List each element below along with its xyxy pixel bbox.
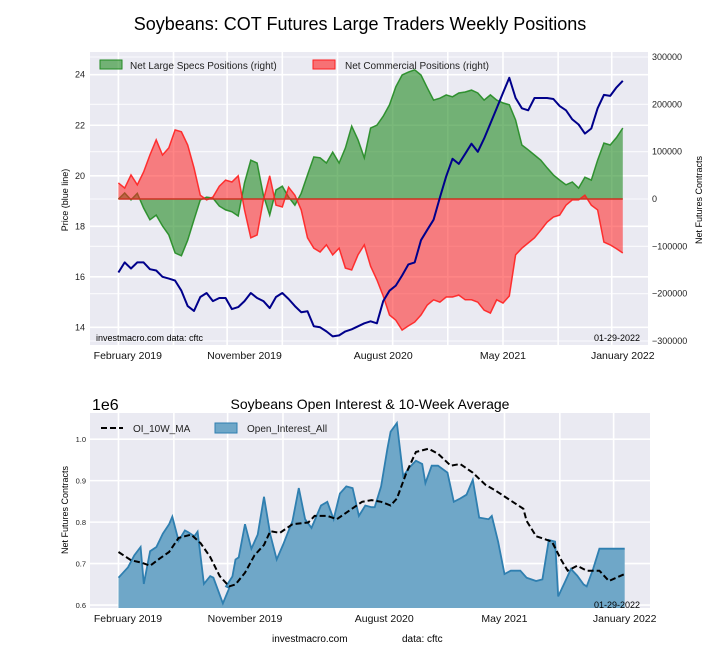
- offset-label: 1e6: [92, 397, 119, 414]
- right-tick-label: −300000: [652, 336, 687, 346]
- left-tick-label: 14: [75, 322, 85, 332]
- y-tick-label: 0.8: [76, 518, 86, 527]
- position-areas: [117, 68, 624, 332]
- open-interest-fill: [118, 423, 625, 608]
- legend-label-specs: Net Large Specs Positions (right): [130, 61, 277, 72]
- legend-swatch-oi: [214, 422, 238, 434]
- legend: Net Large Specs Positions (right) Net Co…: [99, 59, 489, 72]
- moving-average-line: [117, 447, 626, 588]
- open-interest-line: [117, 420, 625, 606]
- x-tick-label: November 2019: [207, 350, 282, 362]
- x-tick-label: February 2019: [94, 613, 162, 625]
- x-axis-ticks: February 2019 November 2019 August 2020 May…: [94, 613, 657, 625]
- page-title: Soybeans: COT Futures Large Traders Week…: [133, 14, 587, 34]
- right-axis-label: Net Futures Contracts: [694, 155, 704, 244]
- y-tick-label: 0.6: [76, 601, 86, 610]
- x-tick-label: January 2022: [591, 350, 655, 362]
- legend-swatch-specs: [99, 59, 123, 70]
- left-axis-label: Price (blue line): [60, 169, 70, 232]
- right-tick-label: 0: [652, 194, 657, 204]
- left-axis-ticks: 14 16 18 20 22 24: [75, 70, 85, 333]
- footer-data: data: cftc: [402, 634, 443, 645]
- x-tick-label: May 2021: [481, 613, 527, 625]
- specs-area: [118, 69, 623, 256]
- right-tick-label: −100000: [652, 241, 687, 251]
- commercial-line: [117, 128, 624, 332]
- price-line-path: [117, 76, 624, 338]
- x-tick-label: August 2020: [355, 613, 414, 625]
- watermark-annotation: investmacro.com data: cftc: [96, 333, 204, 343]
- positions-chart: 14 16 18 20 22 24 −300000 −200000 −100000 0 10000…: [60, 52, 704, 362]
- open-interest-area: [117, 420, 625, 608]
- legend-label-ma: OI_10W_MA: [133, 424, 191, 435]
- x-tick-label: November 2019: [208, 613, 283, 625]
- left-tick-label: 24: [75, 70, 85, 80]
- open-interest-chart: 0.6 0.7 0.8 0.9 1.0 February 2019 November 20…: [60, 396, 657, 645]
- left-tick-label: 18: [75, 221, 85, 231]
- left-tick-label: 22: [75, 120, 85, 130]
- y-tick-label: 1.0: [76, 435, 86, 444]
- legend-label-commercial: Net Commercial Positions (right): [345, 61, 489, 72]
- footer-source: investmacro.com: [272, 634, 348, 645]
- y-tick-label: 0.7: [76, 560, 86, 569]
- y-axis-ticks: 0.6 0.7 0.8 0.9 1.0: [76, 435, 86, 610]
- right-tick-label: 100000: [652, 147, 682, 157]
- left-tick-label: 16: [75, 272, 85, 282]
- right-axis-ticks: −300000 −200000 −100000 0 100000 200000 300000: [652, 52, 687, 346]
- y-tick-label: 0.9: [76, 477, 86, 486]
- x-axis-ticks: February 2019 November 2019 August 2020 May…: [94, 350, 655, 362]
- x-tick-label: January 2022: [593, 613, 657, 625]
- x-tick-label: May 2021: [480, 350, 526, 362]
- commercial-area: [118, 129, 623, 331]
- moving-average-path: [117, 447, 626, 588]
- right-tick-label: 300000: [652, 52, 682, 62]
- right-tick-label: −200000: [652, 289, 687, 299]
- legend: OI_10W_MA Open_Interest_All: [101, 422, 327, 435]
- date-annotation: 01-29-2022: [594, 333, 640, 343]
- legend-label-oi: Open_Interest_All: [247, 424, 327, 435]
- y-axis-label: Net Futures Contracts: [60, 465, 70, 554]
- date-annotation: 01-29-2022: [594, 600, 640, 610]
- x-tick-label: February 2019: [94, 350, 162, 362]
- price-line: [117, 76, 624, 338]
- right-tick-label: 200000: [652, 99, 682, 109]
- chart-title: Soybeans Open Interest & 10-Week Average: [231, 396, 510, 412]
- legend-swatch-commercial: [312, 59, 336, 70]
- x-tick-label: August 2020: [354, 350, 413, 362]
- left-tick-label: 20: [75, 171, 85, 181]
